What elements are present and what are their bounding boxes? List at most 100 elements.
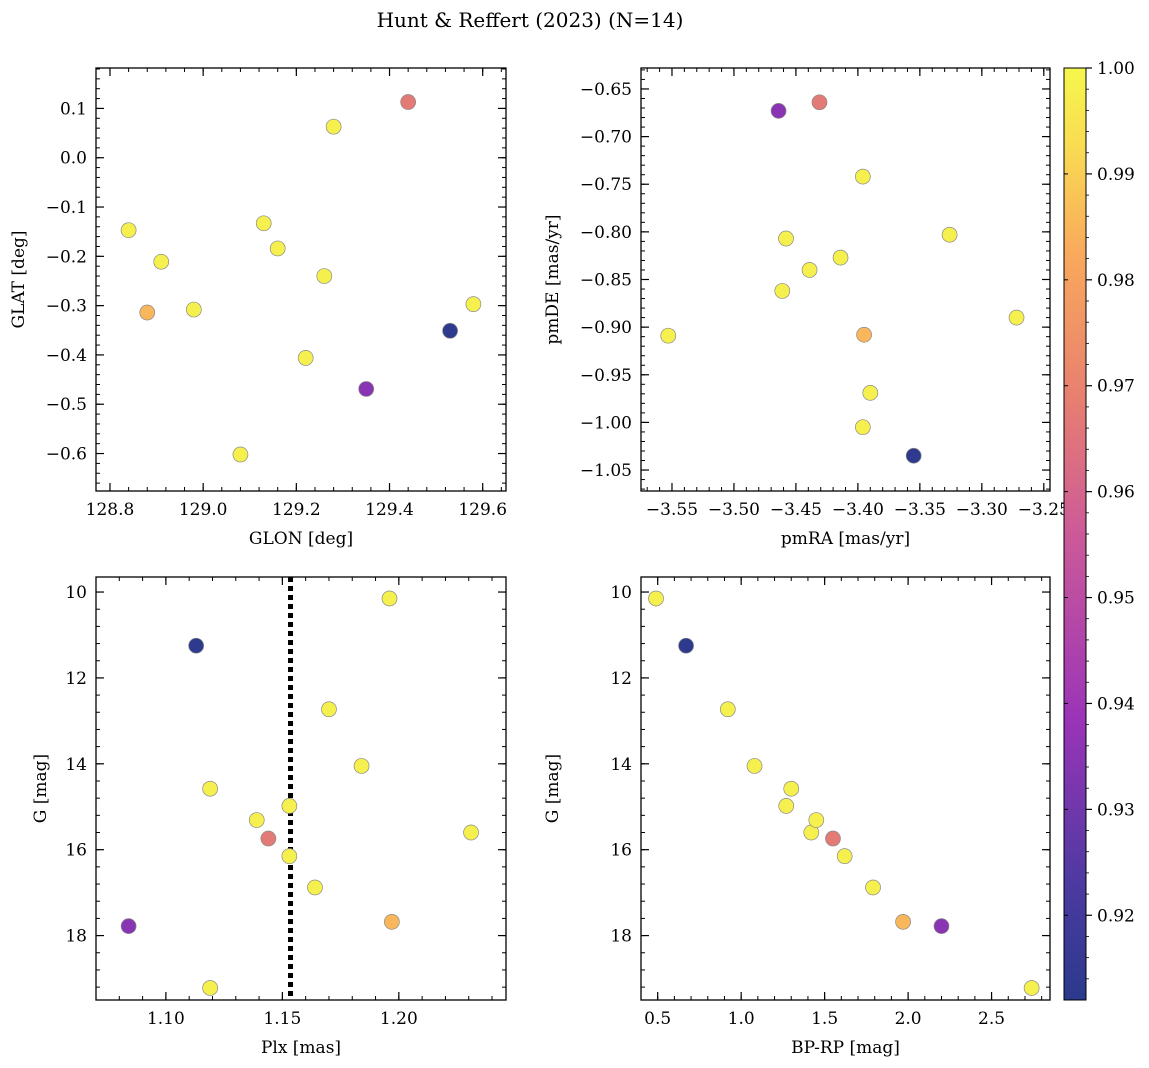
y-tick-label: −1.00: [580, 413, 632, 433]
y-tick-label: −0.3: [46, 297, 87, 317]
y-axis-label: GLAT [deg]: [9, 230, 29, 328]
y-tick-label: −0.2: [46, 247, 87, 267]
y-tick-label: 14: [610, 755, 632, 775]
colorbar-tick-label: 0.94: [1097, 694, 1135, 714]
y-tick-label: 10: [65, 583, 87, 603]
x-tick-label: −3.50: [708, 500, 760, 520]
y-tick-label: 18: [610, 927, 632, 947]
pm-panel: −3.55 −3.50 −3.45 −3.40 −3.35 −3.30 −3.25 −1.05…: [543, 67, 1070, 549]
x-tick-label: 1.10: [147, 1009, 185, 1029]
data-point: [353, 758, 370, 774]
data-point: [316, 268, 333, 284]
data-point: [381, 590, 398, 607]
colorbar-tick-label: 0.99: [1097, 165, 1135, 185]
y-tick-label: 18: [65, 927, 87, 947]
colorbar-tick-label: 0.92: [1097, 906, 1135, 926]
data-point: [678, 637, 694, 654]
data-point: [825, 830, 841, 847]
data-point: [865, 879, 881, 896]
colorbar-tick-label: 1.00: [1097, 59, 1135, 79]
x-tick-label: −3.25: [1018, 500, 1070, 520]
data-point: [1008, 309, 1025, 326]
data-point: [746, 758, 763, 774]
data-point: [202, 980, 218, 996]
y-tick-label: 16: [65, 841, 87, 861]
x-tick-label: 129.4: [365, 500, 414, 520]
colorbar-tick-label: 0.93: [1097, 800, 1135, 820]
plot-frame: [95, 67, 507, 492]
data-point: [770, 103, 787, 119]
y-tick-label: −0.90: [580, 318, 632, 338]
plot-frame: [640, 576, 1051, 1001]
y-tick-label: −1.05: [580, 461, 632, 481]
data-point: [260, 830, 277, 847]
y-tick-label: 10: [610, 583, 632, 603]
x-axis-label: GLON [deg]: [249, 529, 353, 549]
y-axis-label: pmDE [mas/yr]: [543, 214, 563, 344]
colorbar-gradient: [1063, 67, 1087, 1001]
y-tick-label: −0.6: [46, 445, 87, 465]
data-point: [255, 215, 272, 232]
data-point: [281, 798, 298, 814]
x-tick-label: 1.5: [811, 1009, 838, 1029]
data-point: [855, 419, 871, 436]
x-tick-label: −3.35: [894, 500, 946, 520]
x-tick-label: −3.40: [832, 500, 884, 520]
data-point: [442, 322, 458, 339]
y-tick-label: 14: [65, 755, 87, 775]
data-point: [188, 637, 205, 654]
y-tick-label: −0.65: [580, 80, 632, 100]
data-point: [783, 780, 800, 797]
x-tick-label: 129.2: [272, 500, 321, 520]
colorbar: 0.92 0.93 0.94 0.95 0.96 0.97 0.98 0.99 1.00: [1063, 59, 1135, 1001]
data-point: [232, 446, 249, 463]
data-point: [321, 701, 337, 718]
parallax-magnitude-panel: 1.10 1.15 1.20 10 12 14 16 18 Plx [mas] G [mag]: [31, 576, 507, 1058]
data-point: [808, 812, 825, 828]
y-axis-label: G [mag]: [543, 754, 563, 823]
y-tick-label: −0.1: [46, 198, 87, 218]
x-tick-label: 128.8: [86, 500, 135, 520]
data-point: [648, 590, 664, 607]
y-tick-label: −0.85: [580, 271, 632, 291]
data-point: [778, 230, 794, 247]
y-tick-label: −0.75: [580, 175, 632, 195]
x-tick-label: −3.55: [646, 500, 698, 520]
data-point: [660, 327, 677, 344]
y-tick-label: −0.80: [580, 223, 632, 243]
data-point: [297, 350, 314, 366]
figure-title: Hunt & Reffert (2023) (N=14): [377, 8, 684, 32]
x-axis-label: pmRA [mas/yr]: [781, 529, 910, 549]
data-point: [358, 381, 375, 397]
data-point: [774, 283, 791, 299]
data-point: [120, 222, 137, 239]
colorbar-tick-label: 0.95: [1097, 589, 1135, 609]
colorbar-tick-label: 0.98: [1097, 271, 1135, 291]
data-point: [400, 94, 417, 110]
data-point: [120, 918, 137, 934]
colorbar-tick-label: 0.97: [1097, 377, 1135, 397]
x-tick-label: 0.5: [644, 1009, 671, 1029]
x-axis-label: Plx [mas]: [261, 1038, 341, 1058]
data-point: [801, 262, 818, 278]
data-point: [933, 918, 950, 934]
data-point: [811, 94, 828, 111]
data-point: [325, 118, 342, 135]
y-tick-label: −0.70: [580, 128, 632, 148]
x-tick-label: 2.5: [978, 1009, 1005, 1029]
data-point: [832, 249, 849, 266]
data-point: [862, 385, 879, 401]
y-tick-label: 0.0: [60, 149, 87, 169]
x-tick-label: 129.6: [458, 500, 507, 520]
x-tick-label: 1.20: [380, 1009, 418, 1029]
x-axis-label: BP-RP [mag]: [791, 1038, 900, 1058]
y-axis-label: G [mag]: [31, 754, 51, 823]
data-point: [895, 913, 911, 930]
colorbar-tick-label: 0.96: [1097, 483, 1135, 503]
x-tick-label: −3.30: [956, 500, 1008, 520]
plot-frame: [95, 576, 507, 1001]
plot-frame: [640, 67, 1051, 492]
data-point: [153, 253, 170, 270]
data-point: [185, 301, 202, 318]
